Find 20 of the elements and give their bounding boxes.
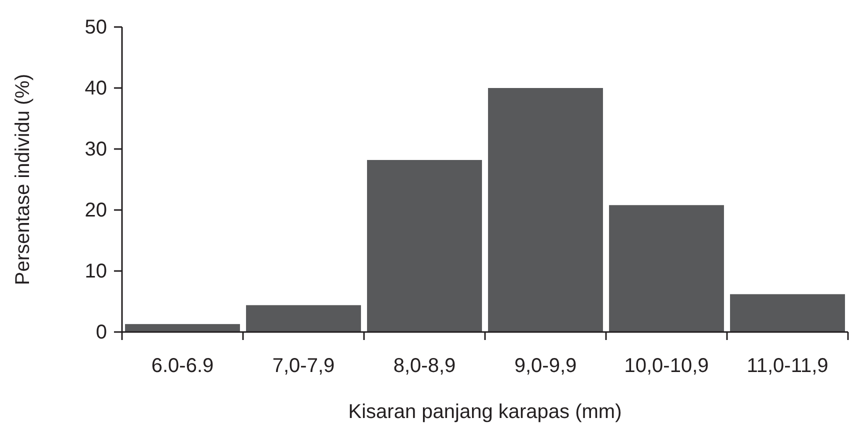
x-axis-title: Kisaran panjang karapas (mm): [348, 401, 622, 423]
bar: [609, 205, 724, 332]
x-tick-label: 10,0-10,9: [624, 355, 709, 377]
y-tick-label: 30: [84, 138, 107, 160]
x-tick-label: 8,0-8,9: [393, 355, 456, 377]
y-tick-label: 10: [84, 260, 107, 282]
bar: [488, 88, 603, 332]
x-tick-label: 9,0-9,9: [514, 355, 577, 377]
x-tick-label: 6.0-6.9: [151, 355, 214, 377]
y-tick-label: 40: [84, 77, 107, 100]
bar: [246, 305, 361, 332]
x-tick-label: 7,0-7,9: [272, 355, 335, 377]
y-tick-label: 50: [84, 16, 107, 38]
y-tick-label: 0: [96, 321, 107, 344]
y-axis-title: Persentase individu (%): [12, 74, 34, 286]
y-tick-label: 20: [84, 199, 107, 222]
bar: [125, 324, 240, 332]
bar: [730, 294, 845, 332]
bar: [367, 160, 482, 332]
x-tick-label: 11,0-11,9: [746, 355, 828, 377]
